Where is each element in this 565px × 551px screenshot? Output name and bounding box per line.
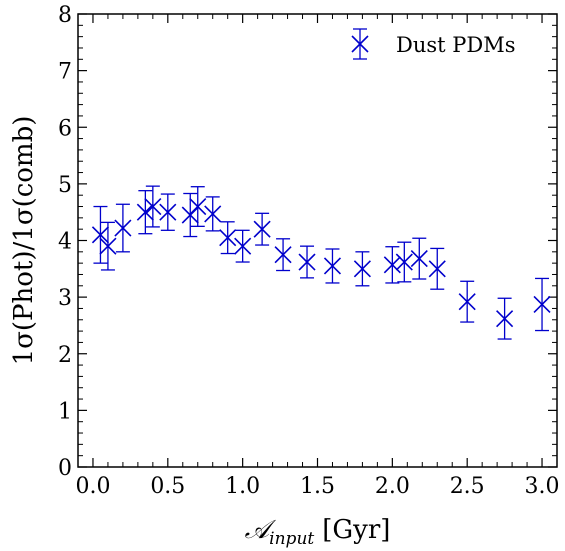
marker-stroke xyxy=(189,197,207,216)
error-bars xyxy=(93,185,550,340)
data-point xyxy=(91,226,110,244)
marker-stroke xyxy=(159,203,177,221)
y-tick-label: 1 xyxy=(58,399,72,424)
data-point xyxy=(410,250,428,268)
y-tick-label: 8 xyxy=(58,3,72,28)
plot-frame xyxy=(77,13,558,468)
x-tick-label: 2.0 xyxy=(375,474,410,499)
legend-marker-stroke xyxy=(351,35,369,53)
x-tick-label: 1.0 xyxy=(225,474,260,499)
marker-stroke xyxy=(323,257,342,275)
y-tick-label: 5 xyxy=(58,173,72,198)
marker-stroke xyxy=(91,226,110,244)
x-axis-label: 𝒜input [Gyr] xyxy=(245,515,391,549)
x-tick-label: 0.5 xyxy=(150,474,185,499)
data-point xyxy=(496,310,514,328)
marker-stroke xyxy=(428,260,446,278)
x-tick-label: 2.5 xyxy=(450,474,485,499)
data-point xyxy=(383,256,401,274)
legend-marker-icon xyxy=(351,28,369,60)
data-point xyxy=(159,203,177,221)
marker-stroke xyxy=(234,237,252,255)
x-tick-label: 0.0 xyxy=(75,474,110,499)
y-tick-label: 7 xyxy=(58,60,72,85)
data-point xyxy=(298,253,316,271)
marker-stroke xyxy=(274,246,292,264)
legend: Dust PDMs xyxy=(351,28,516,60)
marker-stroke xyxy=(496,310,514,328)
marker-stroke xyxy=(410,250,428,268)
y-axis-label: 1σ(Phot)/1σ(comb) xyxy=(9,116,39,366)
marker-stroke xyxy=(533,295,551,314)
marker-stroke xyxy=(204,205,222,223)
data-point xyxy=(234,237,252,255)
tick-labels: 0.0 0.5 1.0 1.5 2.0 2.5 3.0 0 1 2 3 4 5 6 7 8 xyxy=(58,3,560,499)
data-point xyxy=(428,260,446,278)
marker-stroke xyxy=(383,256,401,274)
marker-stroke xyxy=(298,253,316,271)
y-tick-label: 6 xyxy=(58,116,72,141)
marker-stroke xyxy=(144,197,162,216)
data-point xyxy=(253,220,271,238)
x-tick-label: 1.5 xyxy=(300,474,335,499)
marker-stroke xyxy=(219,229,237,247)
axis-ticks xyxy=(77,13,558,468)
x-tick-label: 3.0 xyxy=(525,474,560,499)
data-point xyxy=(323,257,342,275)
y-tick-label: 0 xyxy=(58,456,72,481)
data-point xyxy=(189,197,207,216)
data-markers xyxy=(91,197,551,328)
data-point xyxy=(274,246,292,264)
data-point xyxy=(533,295,551,314)
data-point xyxy=(219,229,237,247)
marker-stroke xyxy=(136,203,154,221)
data-point xyxy=(114,219,132,237)
y-tick-label: 2 xyxy=(58,343,72,368)
marker-stroke xyxy=(458,293,476,311)
x-axis-subscript: input xyxy=(269,529,314,549)
y-tick-label: 3 xyxy=(58,286,72,311)
data-point xyxy=(144,197,162,216)
data-point xyxy=(99,237,117,255)
legend-label: Dust PDMs xyxy=(396,33,516,57)
marker-stroke xyxy=(395,253,413,271)
marker-stroke xyxy=(99,237,117,255)
data-point xyxy=(395,253,413,271)
x-axis-unit: [Gyr] xyxy=(322,515,390,545)
marker-stroke xyxy=(253,220,271,238)
data-point xyxy=(353,260,371,278)
marker-stroke xyxy=(353,260,371,278)
marker-stroke xyxy=(114,219,132,237)
data-point xyxy=(136,203,154,221)
data-point xyxy=(204,205,222,223)
y-tick-label: 4 xyxy=(58,230,72,255)
data-point xyxy=(458,293,476,311)
